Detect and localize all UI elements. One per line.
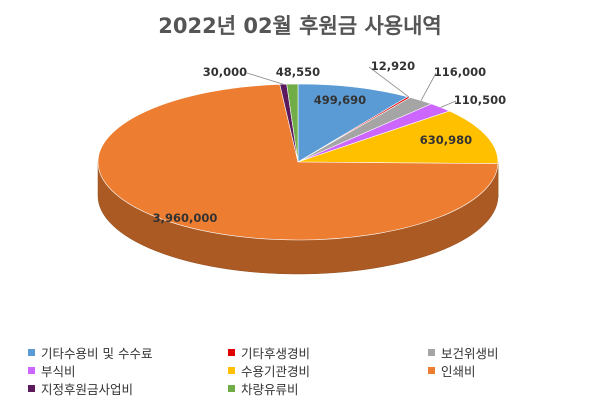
- legend-item-7: 지정후원금사업비: [28, 379, 133, 398]
- leader-line-7: [246, 72, 284, 85]
- leader-line-4: [440, 100, 457, 108]
- legend-item-4: 부식비: [28, 361, 76, 380]
- data-label-8: 48,550: [276, 65, 320, 79]
- chart-title: 2022년 02월 후원금 사용내역: [158, 14, 441, 38]
- leader-line-3: [420, 72, 437, 101]
- legend-label: 기타후생경비: [241, 346, 311, 361]
- data-labels: 499,690 12,920 116,000 110,500 630,980 3,960,…: [153, 59, 507, 225]
- legend-label: 지정후원금사업비: [41, 382, 134, 397]
- legend-swatch: [428, 349, 435, 356]
- legend-label: 기타수용비 및 수수료: [41, 346, 153, 361]
- legend-swatch: [28, 385, 35, 392]
- legend-label: 차량유류비: [241, 382, 299, 397]
- legend-swatch: [228, 367, 235, 374]
- data-label-6: 3,960,000: [153, 211, 218, 225]
- legend-label: 인쇄비: [441, 364, 476, 379]
- data-label-7: 30,000: [203, 65, 247, 79]
- slice-1: [297, 83, 409, 163]
- slice-5: [297, 110, 499, 164]
- legend-item-2: 기타후생경비: [228, 343, 310, 362]
- legend-item-6: 인쇄비: [428, 361, 476, 380]
- legend-swatch: [228, 349, 235, 356]
- slice-6: [97, 84, 499, 241]
- legend-item-1: 기타수용비 및 수수료: [28, 343, 152, 362]
- legend-label: 보건위생비: [441, 346, 499, 361]
- pie-slices: [97, 83, 499, 275]
- legend-item-3: 보건위생비: [428, 343, 499, 362]
- legend-swatch: [428, 367, 435, 374]
- leader-line-2: [368, 66, 410, 98]
- slice-8: [286, 83, 299, 163]
- data-label-3: 116,000: [434, 65, 486, 79]
- data-label-5: 630,980: [420, 133, 472, 147]
- legend-item-5: 수용기관경비: [228, 361, 310, 380]
- legend-label: 수용기관경비: [241, 364, 311, 379]
- data-label-2: 12,920: [371, 59, 415, 73]
- legend-swatch: [28, 349, 35, 356]
- data-label-4: 110,500: [454, 93, 506, 107]
- legend-item-8: 차량유류비: [228, 379, 299, 398]
- data-label-1: 499,690: [314, 93, 366, 107]
- legend-label: 부식비: [41, 364, 76, 379]
- legend-swatch: [28, 367, 35, 374]
- legend-swatch: [228, 385, 235, 392]
